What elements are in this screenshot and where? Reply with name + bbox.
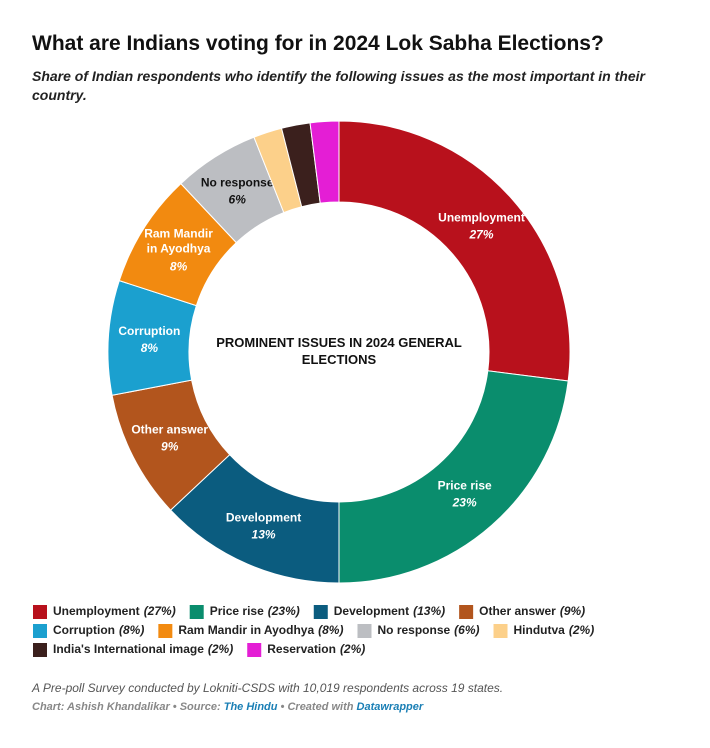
- legend-value: (2%): [340, 642, 365, 656]
- slice-value-label: 9%: [161, 439, 179, 453]
- legend-item: Corruption (8%): [33, 623, 144, 638]
- legend-value: (13%): [413, 604, 445, 618]
- slice-label-line: Ram Mandir: [144, 227, 213, 241]
- legend-swatch: [459, 605, 474, 619]
- note: A Pre-poll Survey conducted by Lokniti-C…: [32, 681, 504, 695]
- datawrapper-link[interactable]: Datawrapper: [356, 701, 424, 713]
- slice: [338, 370, 569, 584]
- legend-item: Hindutva (2%): [493, 623, 594, 638]
- slice-value-label: 6%: [229, 193, 247, 207]
- legend-label: Price rise: [210, 604, 264, 618]
- legend-value: (27%): [144, 604, 176, 618]
- legend-value: (23%): [268, 604, 300, 618]
- legend-swatch: [33, 624, 47, 638]
- chart: Unemployment 27% Price rise 23% Development 1…: [33, 120, 594, 657]
- legend-label: No response: [377, 623, 450, 637]
- legend-swatch: [357, 624, 372, 638]
- credits: Chart: Ashish Khandalikar • Source: The …: [32, 701, 423, 713]
- credit-text: • Created with: [277, 701, 357, 713]
- legend-item: No response (6%): [357, 623, 480, 638]
- legend-swatch: [247, 643, 262, 657]
- legend-item: Price rise (23%): [189, 604, 300, 619]
- slice-value-label: 27%: [469, 228, 494, 242]
- legend-swatch: [33, 643, 47, 657]
- slice-label: No response: [201, 176, 274, 190]
- legend-swatch: [33, 605, 47, 619]
- slice-label: Unemployment: [438, 211, 525, 225]
- legend-label: Development: [334, 604, 409, 618]
- legend-label: Corruption: [53, 623, 115, 637]
- legend-item: Other answer (9%): [459, 604, 585, 619]
- slice-value-label: 8%: [141, 341, 159, 355]
- slice-label-line: in Ayodhya: [147, 242, 211, 256]
- legend-item: Development (13%): [313, 604, 445, 619]
- slice-value-label: 8%: [170, 259, 188, 273]
- legend-label: Ram Mandir in Ayodhya: [178, 623, 314, 637]
- slice-value-label: 23%: [452, 496, 477, 510]
- credit-text: Chart: Ashish Khandalikar • Source:: [32, 701, 224, 713]
- legend-value: (9%): [560, 604, 585, 618]
- slice-label: Ram Mandir in Ayodhya: [144, 227, 213, 256]
- slice-label: Corruption: [118, 324, 180, 338]
- legend-swatch: [189, 605, 204, 619]
- legend-value: (8%): [119, 623, 144, 637]
- legend-label: Unemployment: [53, 604, 140, 618]
- legend-value: (2%): [208, 642, 233, 656]
- chart-subtitle: Share of Indian respondents who identify…: [32, 68, 645, 103]
- legend-swatch: [313, 605, 328, 619]
- legend-item: India's International image (2%): [33, 642, 233, 657]
- legend-item: Unemployment (27%): [33, 604, 176, 619]
- legend-label: Other answer: [479, 604, 556, 618]
- legend-item: Ram Mandir in Ayodhya (8%): [158, 623, 343, 638]
- slice: [309, 120, 340, 204]
- legend-label: Reservation: [267, 642, 336, 656]
- legend-label: Hindutva: [514, 623, 566, 637]
- slice: [338, 120, 571, 382]
- legend-item: Reservation (2%): [247, 642, 365, 657]
- slice-label: Price rise: [438, 479, 492, 493]
- legend-value: (2%): [569, 623, 594, 637]
- legend-value: (8%): [318, 623, 343, 637]
- legend-swatch: [493, 624, 508, 638]
- source-link[interactable]: The Hindu: [223, 701, 278, 713]
- legend-value: (6%): [454, 623, 479, 637]
- legend-swatch: [158, 624, 173, 638]
- center-label: PROMINENT ISSUES IN 2024 GENERAL ELECTIO…: [216, 335, 462, 367]
- chart-title: What are Indians voting for in 2024 Lok …: [32, 32, 604, 55]
- slice-label: Other answer: [131, 422, 208, 436]
- legend-label: India's International image: [53, 642, 204, 656]
- slice-value-label: 13%: [252, 528, 276, 542]
- slice-label: Development: [226, 511, 301, 525]
